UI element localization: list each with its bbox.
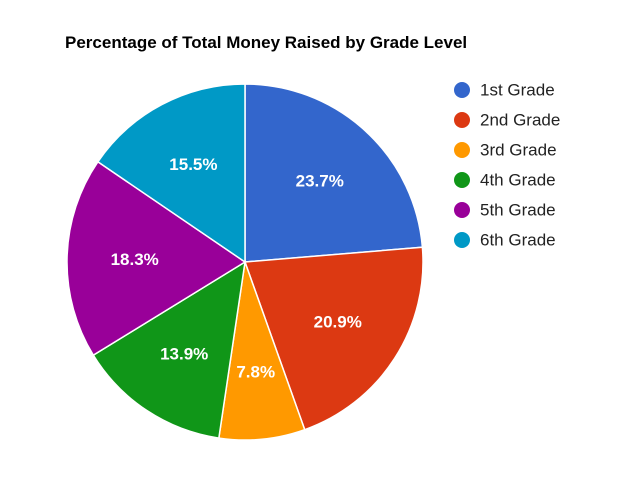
legend-label-3rd-grade[interactable]: 3rd Grade [480, 141, 557, 160]
legend-label-1st-grade[interactable]: 1st Grade [480, 81, 555, 100]
slice-label-2nd-grade: 20.9% [314, 312, 362, 331]
slice-label-4th-grade: 13.9% [160, 345, 208, 364]
pie-slice-1st-grade[interactable] [244, 83, 424, 263]
pie-slice-labels: 23.7% 20.9% 7.8% 13.9% 18.3% 15.5% [111, 155, 362, 381]
pie-slice-6th-grade[interactable] [96, 83, 246, 264]
legend-label-2nd-grade[interactable]: 2nd Grade [480, 111, 560, 130]
legend-label-5th-grade[interactable]: 5th Grade [480, 201, 556, 220]
legend-swatch-6th-grade [454, 232, 470, 248]
slice-label-1st-grade: 23.7% [296, 171, 344, 190]
pie-slice-2nd-grade[interactable] [243, 246, 424, 431]
legend-label-4th-grade[interactable]: 4th Grade [480, 171, 556, 190]
legend-swatch-1st-grade [454, 82, 470, 98]
pie-slices [66, 83, 424, 441]
pie-slice-4th-grade[interactable] [92, 260, 246, 439]
pie-slice-5th-grade[interactable] [66, 160, 247, 357]
legend-swatch-5th-grade [454, 202, 470, 218]
legend-label-6th-grade[interactable]: 6th Grade [480, 231, 556, 250]
legend-swatch-2nd-grade [454, 112, 470, 128]
slice-label-3rd-grade: 7.8% [236, 362, 275, 381]
slice-label-5th-grade: 18.3% [111, 250, 159, 269]
slice-label-6th-grade: 15.5% [169, 155, 217, 174]
legend-swatch-4th-grade [454, 172, 470, 188]
chart-title: Percentage of Total Money Raised by Grad… [65, 33, 467, 52]
legend-swatch-3rd-grade [454, 142, 470, 158]
legend: 1st Grade 2nd Grade 3rd Grade 4th Grade 5th … [454, 81, 560, 250]
